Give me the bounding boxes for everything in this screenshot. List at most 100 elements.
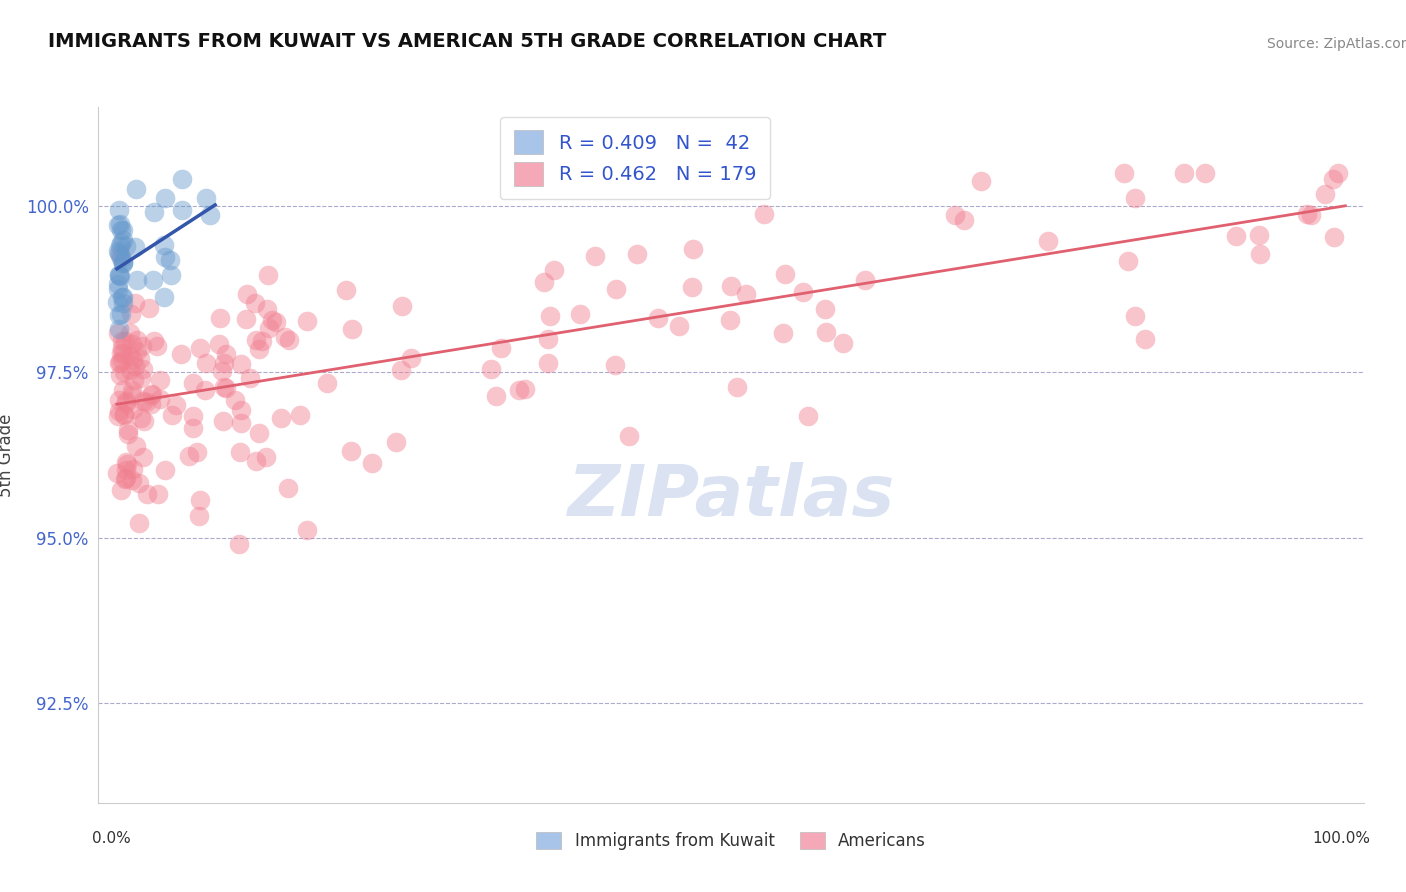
Point — [122, 373, 145, 387]
Point — [1133, 331, 1156, 345]
Point — [112, 408, 135, 422]
Point — [228, 537, 250, 551]
Point — [142, 334, 165, 348]
Point — [1118, 253, 1140, 268]
Point — [479, 362, 502, 376]
Point — [114, 472, 136, 486]
Point — [136, 487, 159, 501]
Point — [682, 242, 704, 256]
Point — [108, 268, 131, 282]
Point — [969, 174, 991, 188]
Point — [583, 249, 606, 263]
Point — [297, 523, 319, 537]
Point — [792, 285, 814, 299]
Point — [131, 362, 153, 376]
Point — [124, 240, 146, 254]
Point — [170, 172, 193, 186]
Point — [399, 351, 422, 365]
Point — [198, 208, 221, 222]
Point — [111, 334, 134, 348]
Point — [121, 388, 143, 402]
Point — [107, 245, 129, 260]
Point — [112, 383, 135, 397]
Point — [115, 462, 138, 476]
Point — [115, 239, 138, 253]
Point — [212, 356, 235, 370]
Point — [121, 384, 143, 398]
Point — [1301, 208, 1323, 222]
Point — [537, 332, 560, 346]
Point — [229, 445, 252, 459]
Point — [139, 388, 162, 402]
Point — [952, 213, 974, 227]
Point — [1038, 234, 1060, 248]
Point — [360, 456, 382, 470]
Point — [668, 318, 690, 333]
Point — [250, 334, 273, 349]
Point — [107, 219, 129, 233]
Point — [112, 256, 135, 270]
Point — [165, 398, 187, 412]
Point — [159, 253, 181, 268]
Point — [110, 251, 132, 265]
Point — [831, 335, 853, 350]
Point — [121, 307, 143, 321]
Point — [107, 282, 129, 296]
Point — [249, 342, 271, 356]
Point — [211, 414, 233, 428]
Point — [720, 279, 742, 293]
Point — [270, 410, 292, 425]
Point — [256, 301, 278, 316]
Point — [127, 344, 149, 359]
Point — [513, 382, 536, 396]
Text: Source: ZipAtlas.com: Source: ZipAtlas.com — [1267, 37, 1406, 52]
Point — [125, 333, 148, 347]
Point — [1313, 186, 1336, 201]
Point — [772, 326, 794, 340]
Point — [112, 407, 135, 421]
Point — [681, 279, 703, 293]
Point — [264, 315, 287, 329]
Point — [194, 356, 217, 370]
Point — [110, 223, 132, 237]
Point — [316, 376, 339, 391]
Point — [274, 330, 297, 344]
Point — [108, 268, 131, 283]
Point — [149, 373, 172, 387]
Point — [229, 416, 252, 430]
Point — [236, 286, 259, 301]
Point — [215, 347, 238, 361]
Point — [277, 481, 299, 495]
Point — [256, 268, 278, 282]
Point — [718, 313, 741, 327]
Point — [943, 208, 966, 222]
Point — [114, 393, 136, 408]
Point — [187, 509, 209, 524]
Point — [153, 238, 176, 252]
Point — [124, 296, 146, 310]
Point — [508, 383, 530, 397]
Point — [245, 453, 267, 467]
Point — [107, 277, 129, 292]
Point — [211, 364, 233, 378]
Point — [117, 427, 139, 442]
Point — [543, 263, 565, 277]
Point — [141, 387, 163, 401]
Point — [153, 289, 176, 303]
Point — [111, 290, 134, 304]
Point — [107, 409, 129, 423]
Text: ZIPatlas: ZIPatlas — [568, 462, 894, 531]
Point — [162, 409, 184, 423]
Point — [853, 273, 876, 287]
Point — [107, 244, 129, 258]
Point — [290, 408, 312, 422]
Point — [1327, 166, 1350, 180]
Point — [107, 326, 129, 340]
Point — [194, 191, 217, 205]
Point — [734, 286, 756, 301]
Point — [181, 376, 204, 391]
Point — [752, 207, 775, 221]
Point — [120, 326, 142, 340]
Point — [110, 483, 132, 498]
Point — [568, 307, 591, 321]
